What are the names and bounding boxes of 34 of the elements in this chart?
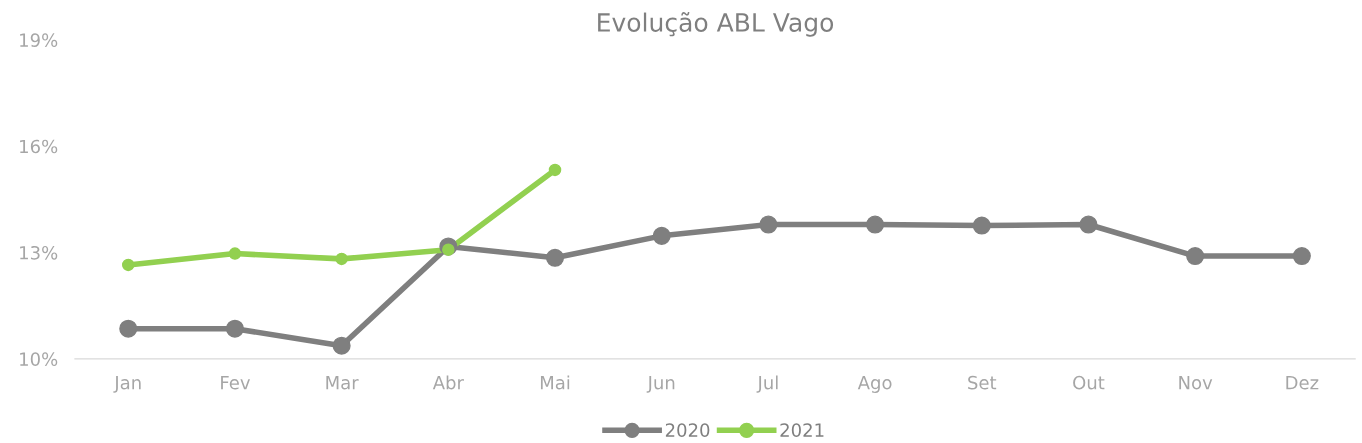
x-tick-label: Mar (326, 376, 359, 390)
x-tick-label: Jan (113, 376, 141, 393)
y-tick-label: 10% (20, 352, 58, 366)
x-tick-label: Out (1073, 375, 1105, 390)
point (1186, 247, 1205, 266)
legend-label: 2021 (780, 423, 824, 437)
x-tick-label: Dez (1286, 376, 1319, 390)
x-tick-label: Abr (432, 375, 464, 390)
x-tick-label: Mai (540, 375, 570, 390)
x-tick-label: Jul (756, 375, 778, 393)
point (866, 215, 885, 234)
x-tick-label: Set (968, 375, 997, 390)
y-tick-label: 16% (20, 139, 58, 154)
x-tick-label: Jun (646, 376, 675, 393)
x-tick-label: Fev (221, 376, 250, 390)
point (652, 226, 671, 245)
legend-label: 2020 (665, 423, 710, 437)
point (225, 319, 244, 338)
point (548, 163, 562, 177)
chart-title: Evolução ABL Vago (598, 12, 834, 37)
point (1292, 247, 1311, 266)
point (759, 215, 778, 234)
y-tick-label: 13% (20, 245, 58, 260)
point (332, 336, 351, 355)
x-tick-label: Nov (1179, 376, 1213, 390)
point (119, 319, 138, 338)
point (335, 252, 348, 266)
point (122, 258, 135, 272)
x-tick-label: Ago (857, 376, 892, 393)
point (972, 216, 991, 235)
point (1079, 215, 1098, 234)
y-tick-label: 19% (20, 33, 58, 47)
point (545, 248, 565, 267)
point (228, 247, 242, 260)
